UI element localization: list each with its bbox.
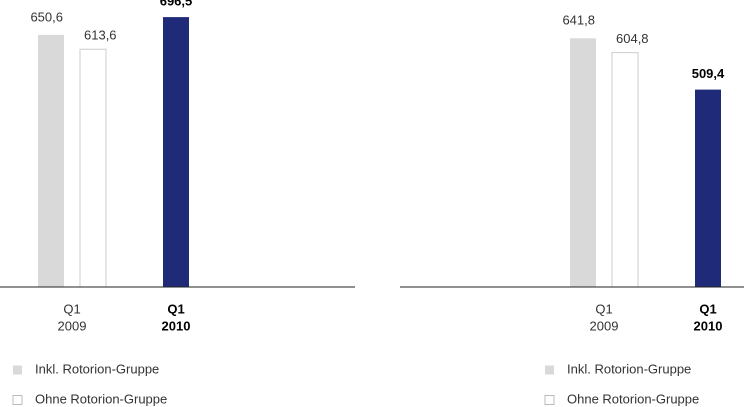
x-tick-label: Q1 — [595, 301, 612, 316]
legend-label: Inkl. Rotorion-Gruppe — [567, 361, 691, 376]
bar — [79, 48, 107, 288]
value-label: 613,6 — [84, 28, 117, 43]
value-label: 641,8 — [562, 13, 595, 28]
x-tick-label: Q1 — [63, 301, 80, 316]
bar — [163, 17, 189, 287]
bar — [611, 52, 639, 288]
legend-label: Ohne Rotorion-Gruppe — [567, 391, 699, 406]
value-label: 509,4 — [692, 66, 725, 81]
value-label: 696,5 — [160, 0, 193, 9]
legend-label: Inkl. Rotorion-Gruppe — [35, 361, 159, 376]
x-tick-label: 2009 — [590, 318, 619, 333]
x-tick-label: Q1 — [699, 301, 716, 316]
x-tick-label: 2010 — [694, 318, 723, 333]
value-label: 650,6 — [30, 9, 63, 24]
legend-swatch — [544, 395, 555, 405]
legend-swatch — [13, 365, 22, 375]
legend-swatch — [545, 365, 554, 375]
x-tick-label: Q1 — [167, 301, 184, 316]
bar — [570, 38, 596, 287]
legend-swatch — [12, 395, 23, 405]
bar — [38, 34, 64, 287]
bar — [695, 89, 721, 287]
value-label: 604,8 — [616, 31, 649, 46]
x-tick-label: 2009 — [58, 318, 87, 333]
x-tick-label: 2010 — [162, 318, 191, 333]
legend-label: Ohne Rotorion-Gruppe — [35, 391, 167, 406]
